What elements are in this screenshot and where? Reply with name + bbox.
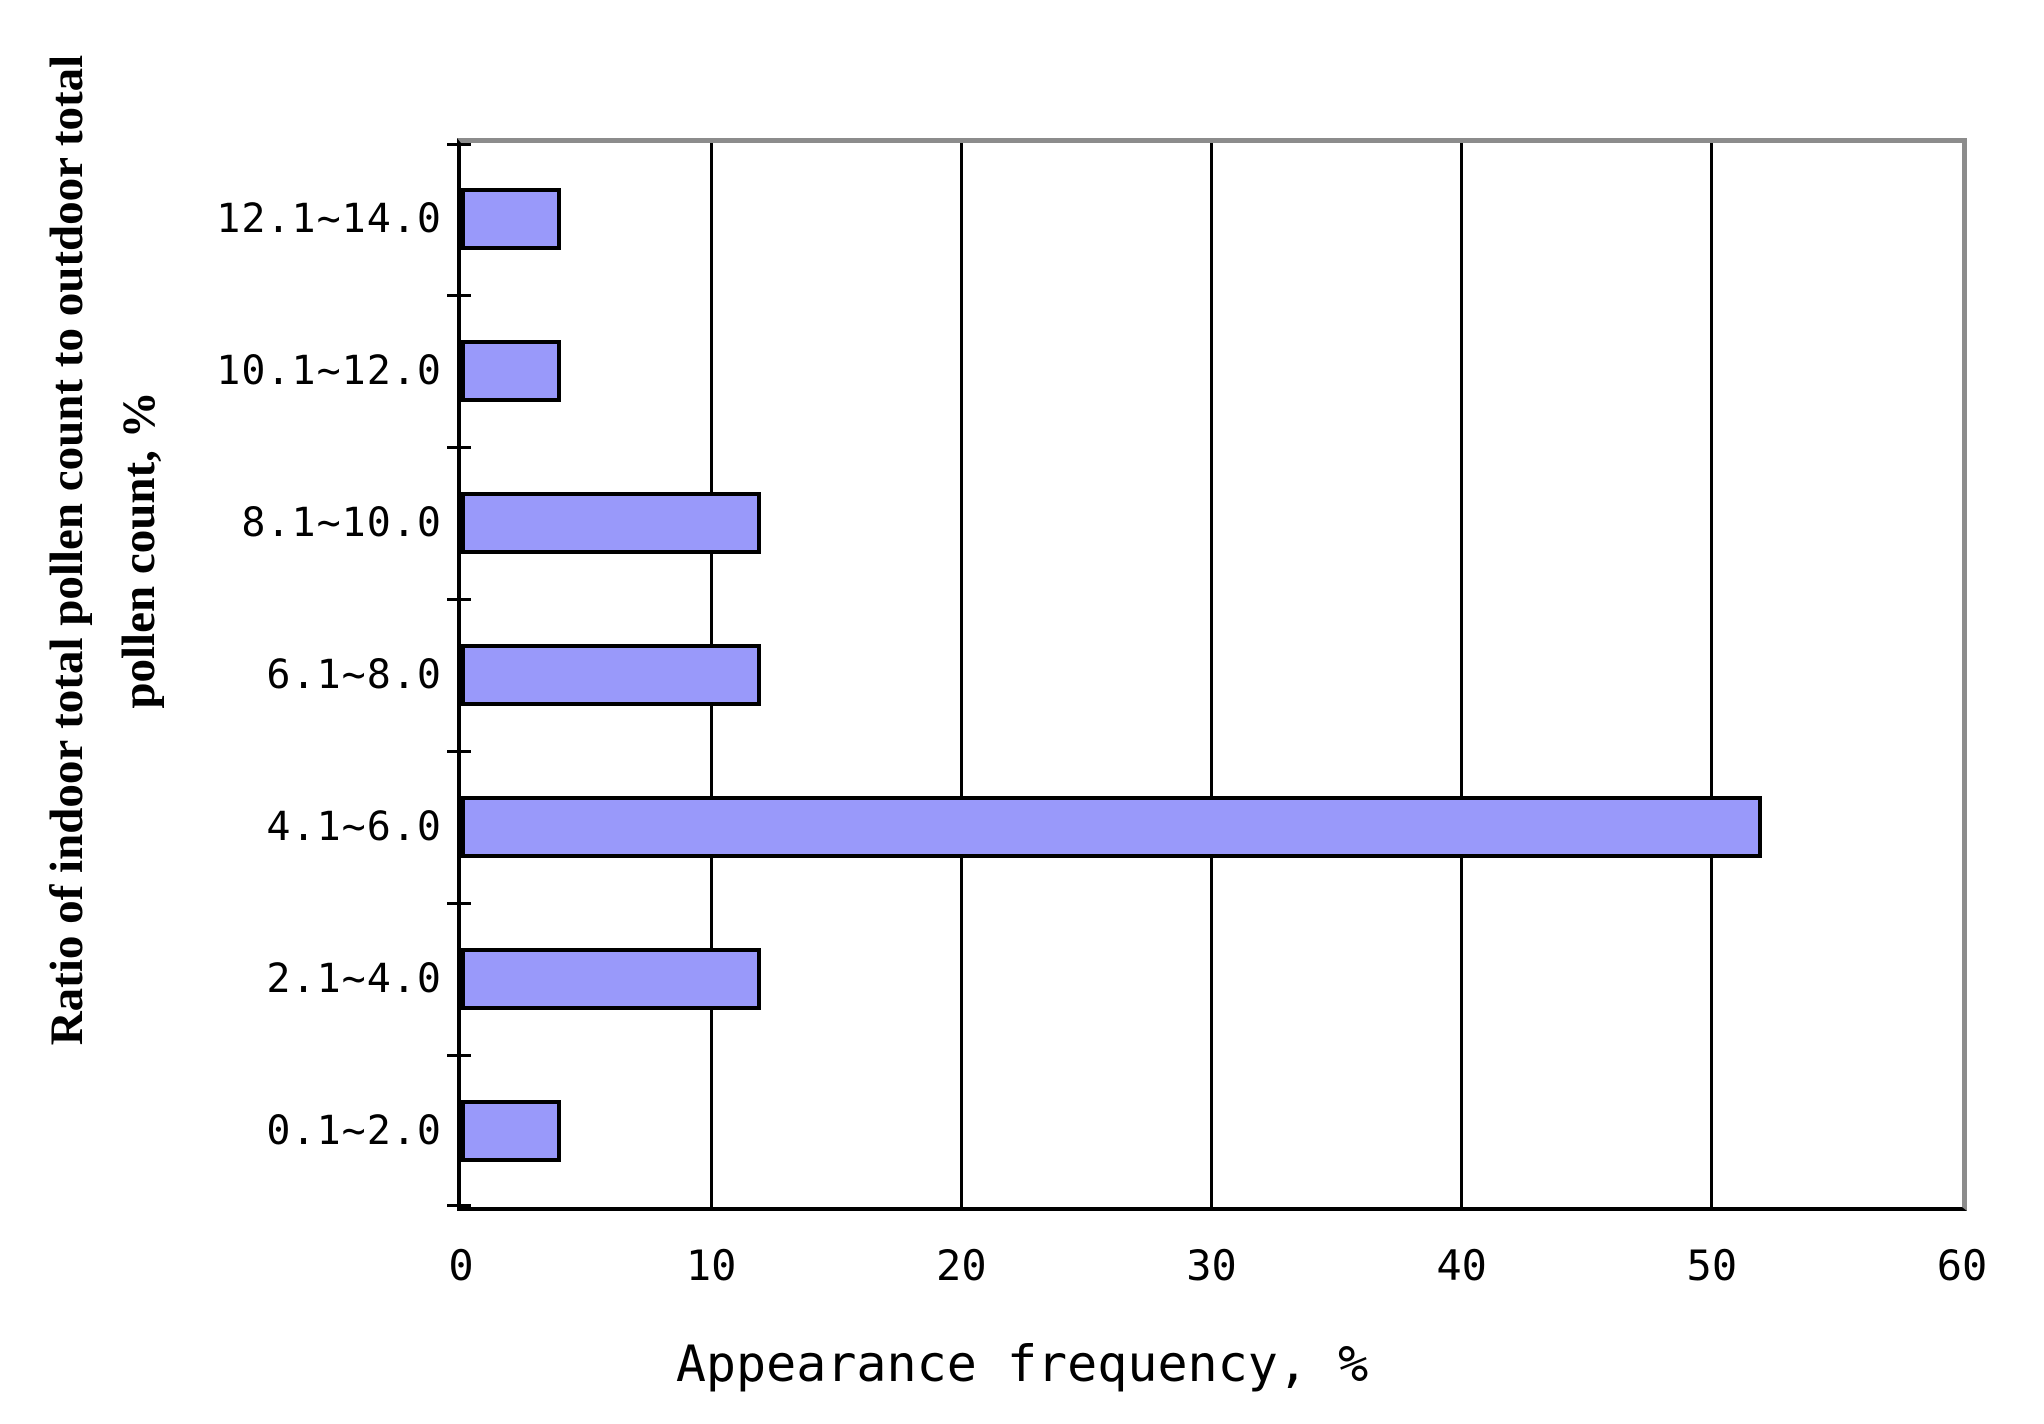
x-axis-title: Appearance frequency, % bbox=[675, 1335, 1369, 1393]
gridline-x-50 bbox=[1710, 143, 1714, 1207]
y-axis-tick bbox=[447, 597, 471, 601]
category-label-6.1~8.0: 6.1~8.0 bbox=[266, 652, 442, 698]
category-label-12.1~14.0: 12.1~14.0 bbox=[216, 196, 442, 242]
plot-inner bbox=[447, 143, 1962, 1207]
bar-10.1~12.0 bbox=[461, 340, 562, 402]
category-label-0.1~2.0: 0.1~2.0 bbox=[266, 1108, 442, 1154]
x-tick-label-20: 20 bbox=[936, 1241, 987, 1290]
y-axis-tick bbox=[447, 1204, 471, 1207]
gridline-x-40 bbox=[1460, 143, 1464, 1207]
y-axis-tick bbox=[447, 293, 471, 297]
bar-6.1~8.0 bbox=[461, 644, 762, 706]
category-label-8.1~10.0: 8.1~10.0 bbox=[241, 500, 442, 546]
gridline-x-30 bbox=[1210, 143, 1213, 1207]
bar-2.1~4.0 bbox=[461, 948, 762, 1010]
y-axis-title-line1: Ratio of indoor total pollen count to ou… bbox=[41, 54, 93, 1046]
category-label-4.1~6.0: 4.1~6.0 bbox=[266, 804, 442, 850]
x-tick-label-50: 50 bbox=[1686, 1241, 1738, 1290]
y-axis-title: Ratio of indoor total pollen count to ou… bbox=[31, 0, 175, 1200]
x-tick-label-10: 10 bbox=[685, 1241, 737, 1290]
bar-0.1~2.0 bbox=[461, 1100, 562, 1162]
y-axis-tick bbox=[447, 901, 471, 905]
category-label-10.1~12.0: 10.1~12.0 bbox=[216, 348, 442, 394]
y-axis-tick bbox=[447, 749, 471, 753]
y-axis-tick bbox=[447, 445, 471, 449]
category-label-2.1~4.0: 2.1~4.0 bbox=[266, 956, 442, 1002]
bar-8.1~10.0 bbox=[461, 492, 762, 554]
bar-12.1~14.0 bbox=[461, 188, 562, 250]
bar-4.1~6.0 bbox=[461, 796, 1762, 858]
x-tick-label-40: 40 bbox=[1436, 1241, 1487, 1290]
y-axis-tick bbox=[447, 143, 471, 146]
gridline-x-20 bbox=[959, 143, 963, 1207]
y-axis-tick bbox=[447, 1053, 471, 1057]
x-tick-label-60: 60 bbox=[1936, 1241, 1988, 1290]
x-tick-label-30: 30 bbox=[1186, 1241, 1237, 1290]
x-tick-label-0: 0 bbox=[448, 1241, 474, 1290]
plot-area bbox=[447, 138, 1967, 1211]
